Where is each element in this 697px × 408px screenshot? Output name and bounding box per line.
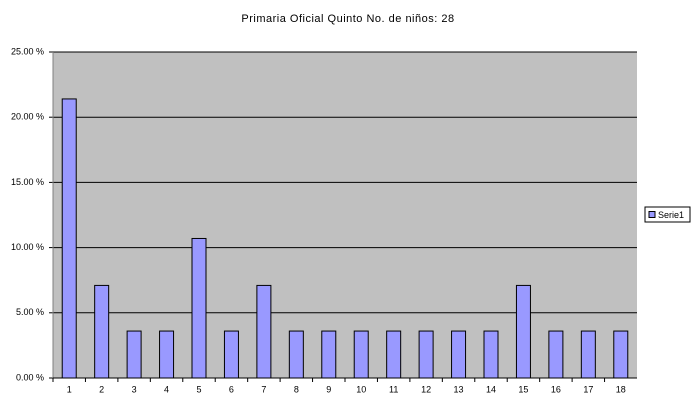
x-tick-label: 2 [99, 384, 104, 394]
x-tick-label: 13 [454, 384, 464, 394]
x-tick-label: 16 [551, 384, 561, 394]
bar [61, 98, 77, 379]
bar [223, 330, 239, 379]
bar [288, 330, 304, 379]
x-tick-label: 3 [132, 384, 137, 394]
x-tick-label: 10 [356, 384, 366, 394]
chart-title: Primaria Oficial Quinto No. de niños: 28 [241, 13, 454, 25]
y-tick-label: 5.00 % [16, 307, 44, 317]
bar [418, 330, 434, 379]
y-tick-label: 25.00 % [11, 46, 44, 56]
x-tick-label: 15 [518, 384, 528, 394]
bar [451, 330, 467, 379]
bar [126, 330, 142, 379]
x-tick-label: 5 [196, 384, 201, 394]
y-tick-label: 10.00 % [11, 242, 44, 252]
bar [256, 284, 272, 379]
bar [548, 330, 564, 379]
x-tick-label: 9 [326, 384, 331, 394]
y-tick-label: 15.00 % [11, 177, 44, 187]
bar [386, 330, 402, 379]
bar [321, 330, 337, 379]
bar [94, 284, 110, 379]
x-tick-label: 6 [229, 384, 234, 394]
bar [580, 330, 596, 379]
bar [159, 330, 175, 379]
y-tick-label: 20.00 % [11, 112, 44, 122]
x-tick-label: 1 [67, 384, 72, 394]
bar [483, 330, 499, 379]
x-tick-label: 7 [261, 384, 266, 394]
bar [191, 237, 207, 379]
legend-box [644, 206, 691, 223]
x-tick-label: 14 [486, 384, 496, 394]
x-tick-label: 17 [583, 384, 593, 394]
plot-area [53, 52, 637, 378]
bar [515, 284, 531, 379]
x-tick-label: 18 [616, 384, 626, 394]
bar [353, 330, 369, 379]
x-tick-label: 4 [164, 384, 169, 394]
x-tick-label: 12 [421, 384, 431, 394]
x-tick-label: 11 [389, 384, 398, 394]
x-tick-label: 8 [294, 384, 299, 394]
y-tick-label: 0.00 % [16, 372, 44, 382]
legend-swatch [648, 211, 656, 218]
legend-label: Serie1 [658, 210, 684, 220]
bar [613, 330, 629, 379]
